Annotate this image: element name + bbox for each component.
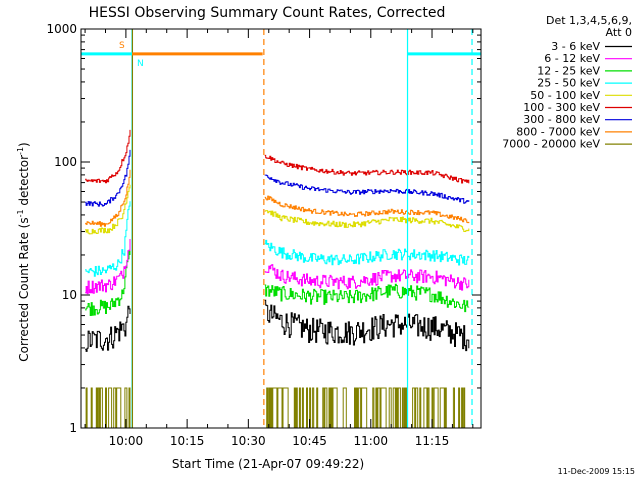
series-line-6 (264, 154, 470, 184)
legend-header-detectors: Det 1,3,4,5,6,9, (546, 14, 632, 27)
x-tick-label: 10:45 (292, 434, 327, 448)
series-line-9 (85, 387, 131, 429)
series-line-8 (264, 195, 470, 224)
series-line-1 (85, 305, 131, 352)
x-tick-label: 11:00 (353, 434, 388, 448)
data-series-group (85, 129, 470, 429)
legend-entry-label: 100 - 300 keV (523, 101, 600, 114)
x-tick-label: 10:30 (231, 434, 266, 448)
series-line-4 (85, 201, 131, 277)
observing-bars-group: SN (81, 29, 481, 428)
legend-entry-label: 6 - 12 keV (544, 52, 600, 65)
series-line-3 (85, 249, 131, 316)
series-line-7 (264, 174, 470, 204)
footer-timestamp: 11-Dec-2009 15:15 (558, 467, 635, 476)
x-tick-label: 10:00 (109, 434, 144, 448)
series-line-7 (85, 149, 131, 207)
axes-group: 1 10 100 1000 10:00 10:15 10:30 10:45 11:00 11:15 (46, 22, 482, 448)
legend-entry-label: 12 - 25 keV (537, 64, 600, 77)
legend-entry-label: 7000 - 20000 keV (502, 138, 600, 151)
legend-entry-label: 25 - 50 keV (537, 77, 600, 90)
series-line-4 (264, 239, 470, 266)
series-line-6 (85, 129, 131, 184)
bar-label-n: N (137, 59, 144, 69)
y-tick-label: 1 (69, 421, 77, 435)
legend-entry-label: 300 - 800 keV (523, 113, 600, 126)
bar-label-s: S (119, 41, 125, 51)
chart-title: HESSI Observing Summary Count Rates, Cor… (89, 5, 446, 21)
legend-entry-label: 50 - 100 keV (530, 89, 600, 102)
legend-entry-label: 800 - 7000 keV (516, 125, 600, 138)
series-line-3 (264, 283, 470, 313)
y-tick-label: 10 (62, 288, 77, 302)
series-line-5 (85, 184, 131, 235)
y-axis-label: Corrected Count Rate (s-1 detector-1) (16, 142, 31, 361)
series-line-1 (264, 299, 470, 352)
legend-entry-label: 3 - 6 keV (551, 40, 600, 53)
series-line-2 (85, 239, 131, 295)
x-tick-label: 10:15 (170, 434, 205, 448)
series-line-8 (85, 169, 131, 227)
series-line-9 (264, 387, 469, 429)
x-axis-label: Start Time (21-Apr-07 09:49:22) (172, 457, 364, 471)
series-line-2 (264, 264, 470, 291)
y-tick-label: 1000 (46, 22, 77, 36)
plot-frame (80, 28, 482, 429)
legend-header-attenuator: Att 0 (606, 26, 632, 39)
x-tick-label: 11:15 (415, 434, 450, 448)
series-line-5 (264, 210, 470, 232)
y-tick-label: 100 (54, 155, 77, 169)
